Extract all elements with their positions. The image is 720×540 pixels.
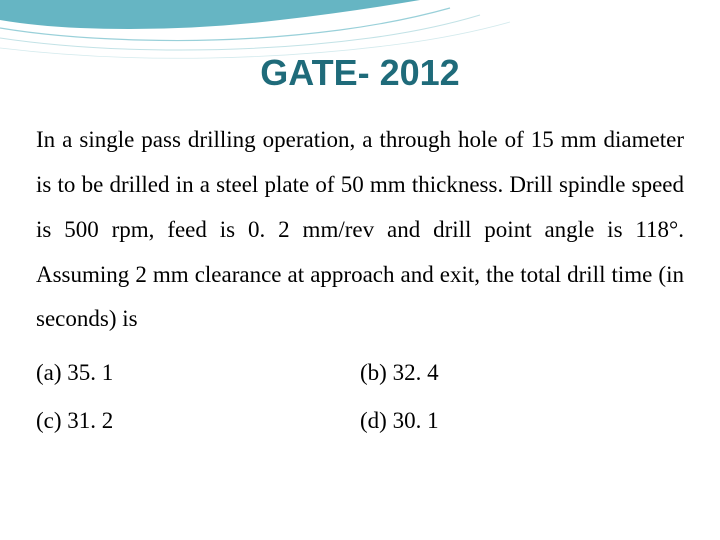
page-title: GATE- 2012 [0,52,720,94]
option-b: (b) 32. 4 [360,360,684,386]
options-row-2: (c) 31. 2 (d) 30. 1 [36,408,684,434]
option-c: (c) 31. 2 [36,408,360,434]
question-content: In a single pass drilling operation, a t… [36,118,684,456]
option-a: (a) 35. 1 [36,360,360,386]
options-row-1: (a) 35. 1 (b) 32. 4 [36,360,684,386]
option-d: (d) 30. 1 [360,408,684,434]
question-text: In a single pass drilling operation, a t… [36,118,684,342]
answer-options: (a) 35. 1 (b) 32. 4 (c) 31. 2 (d) 30. 1 [36,360,684,434]
